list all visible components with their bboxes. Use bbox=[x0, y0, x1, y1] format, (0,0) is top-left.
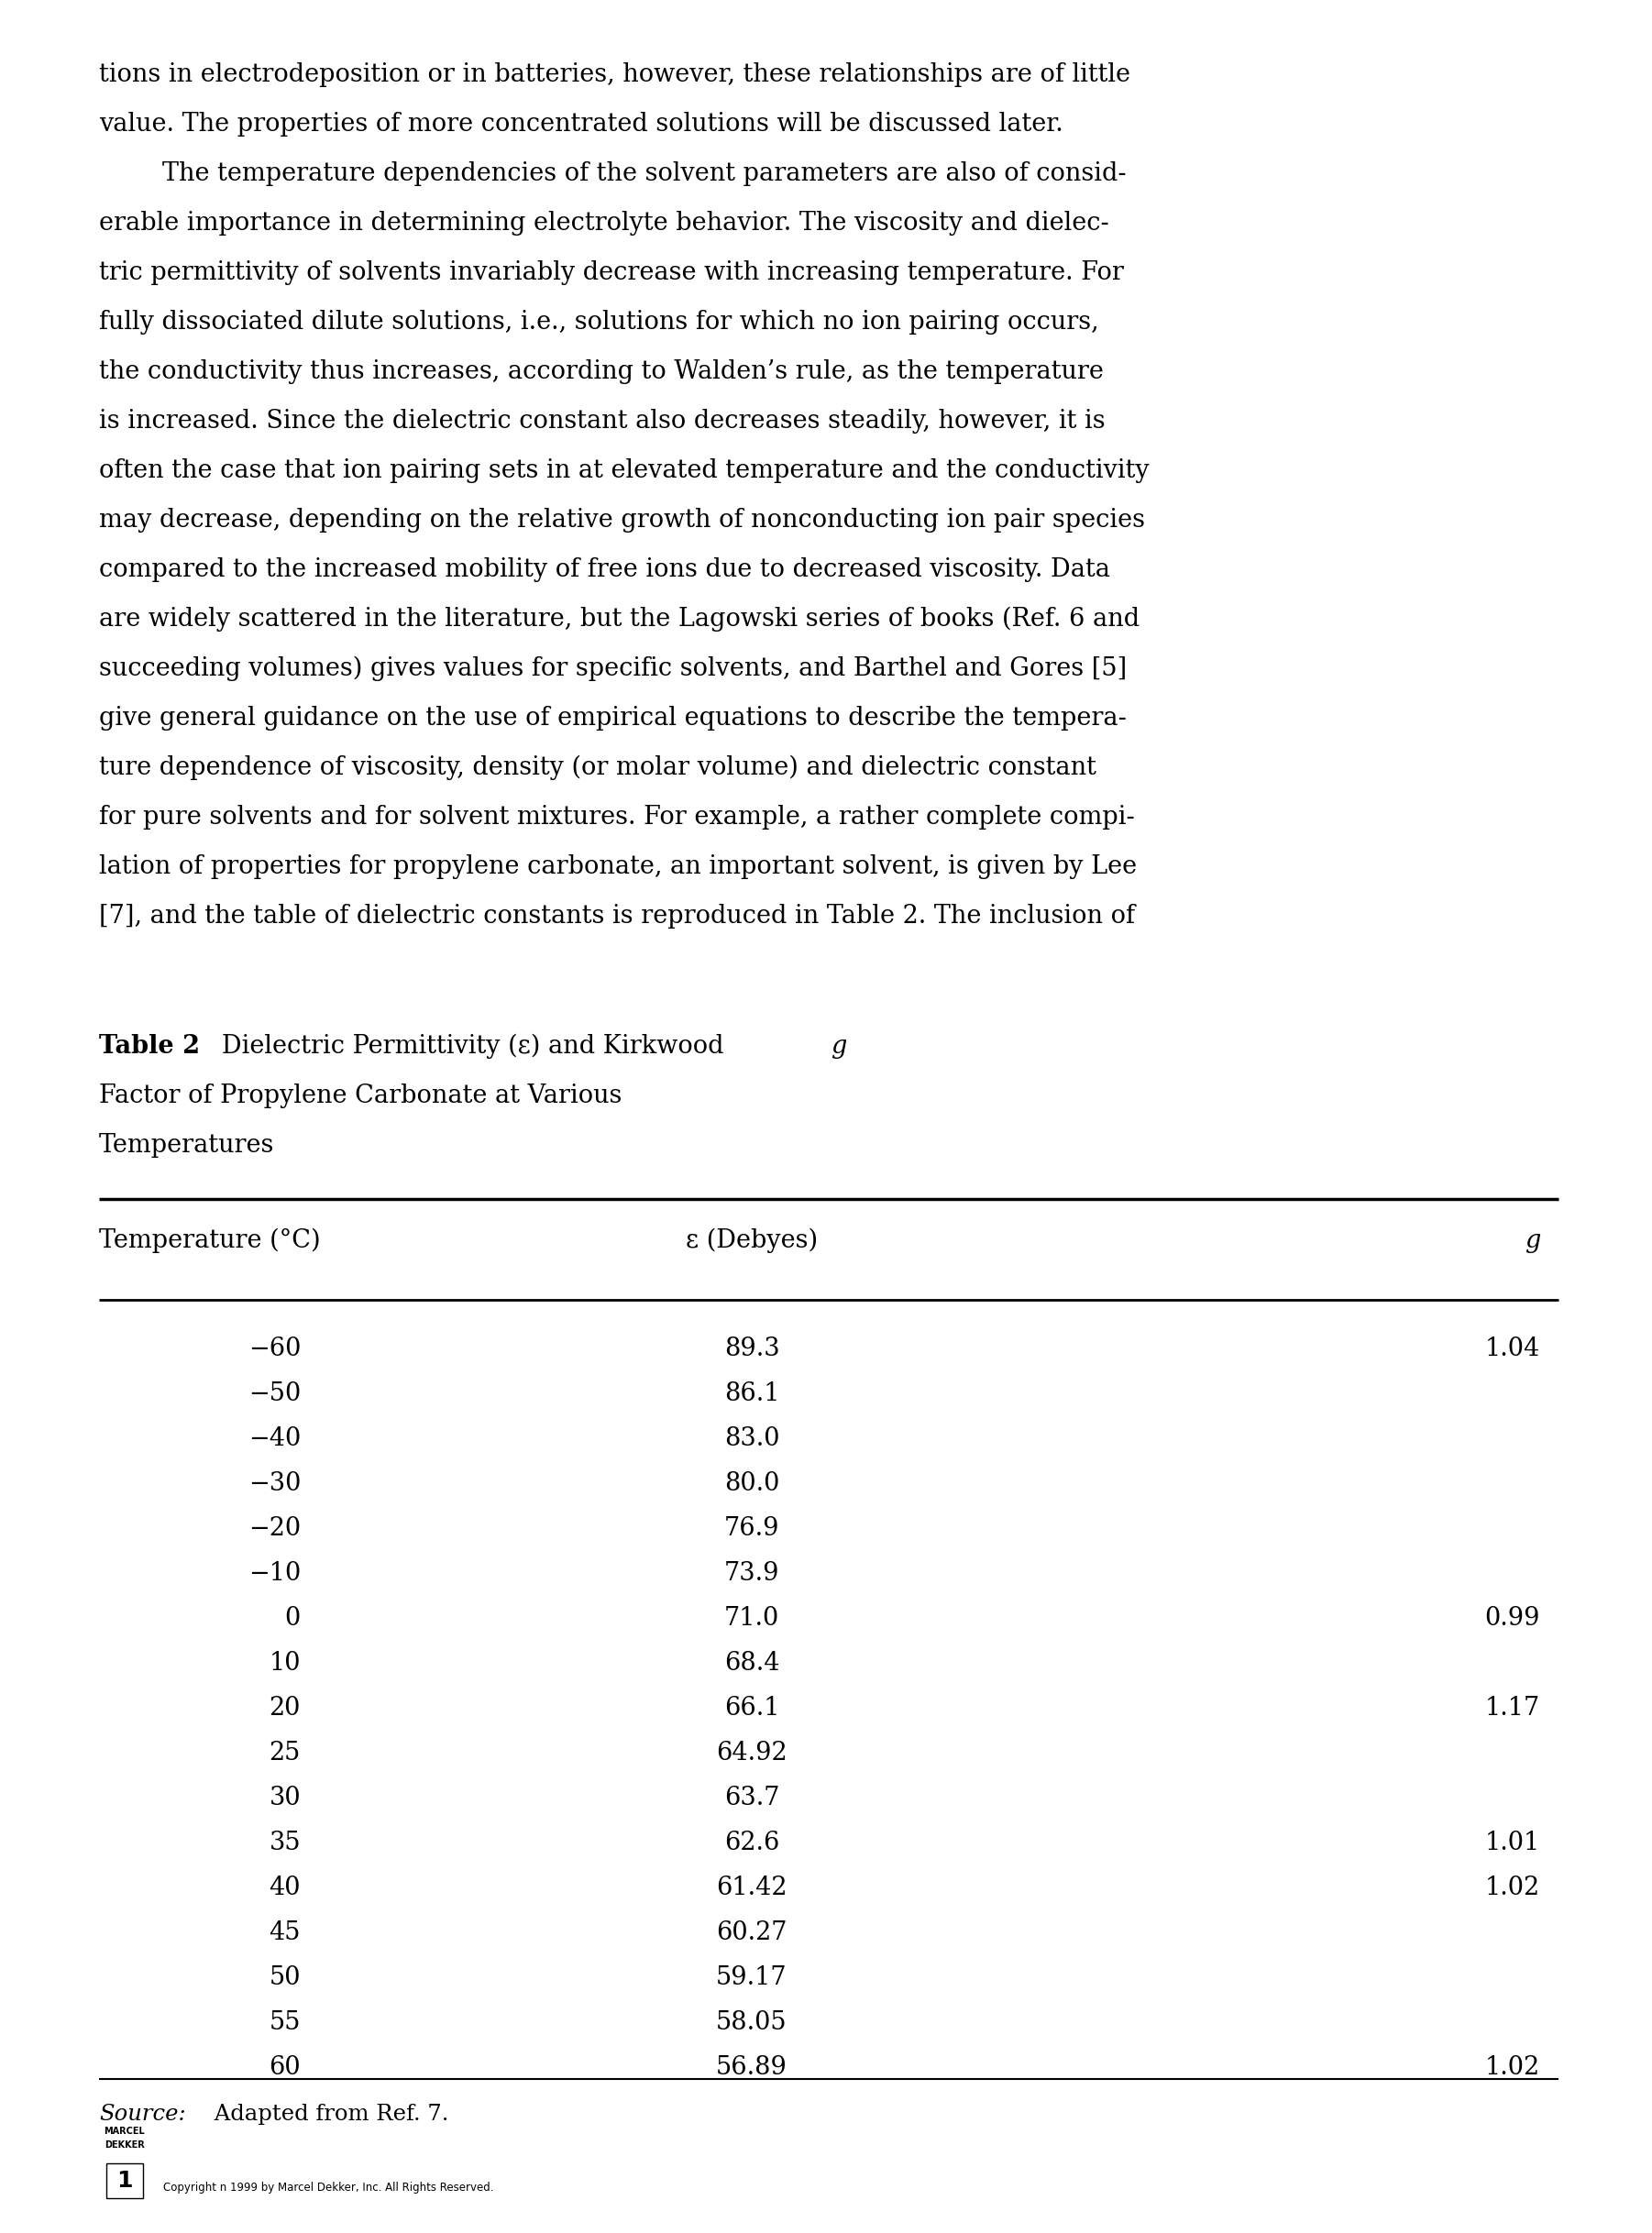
Text: succeeding volumes) gives values for specific solvents, and Barthel and Gores [5: succeeding volumes) gives values for spe… bbox=[99, 657, 1127, 681]
Text: Copyright n 1999 by Marcel Dekker, Inc. All Rights Reserved.: Copyright n 1999 by Marcel Dekker, Inc. … bbox=[164, 2182, 494, 2193]
Text: g: g bbox=[831, 1034, 846, 1058]
Text: 30: 30 bbox=[269, 1786, 301, 1811]
Text: Table 2: Table 2 bbox=[99, 1034, 200, 1058]
Text: give general guidance on the use of empirical equations to describe the tempera-: give general guidance on the use of empi… bbox=[99, 706, 1127, 730]
Text: 68.4: 68.4 bbox=[724, 1650, 780, 1675]
Text: are widely scattered in the literature, but the Lagowski series of books (Ref. 6: are widely scattered in the literature, … bbox=[99, 607, 1140, 632]
Text: 86.1: 86.1 bbox=[724, 1382, 780, 1407]
Text: 1.17: 1.17 bbox=[1485, 1695, 1540, 1722]
Text: 62.6: 62.6 bbox=[724, 1831, 780, 1856]
Text: fully dissociated dilute solutions, i.e., solutions for which no ion pairing occ: fully dissociated dilute solutions, i.e.… bbox=[99, 310, 1099, 335]
Text: 76.9: 76.9 bbox=[724, 1516, 780, 1541]
Text: −60: −60 bbox=[248, 1338, 301, 1362]
Text: Temperatures: Temperatures bbox=[99, 1132, 274, 1157]
Text: −20: −20 bbox=[248, 1516, 301, 1541]
Text: 64.92: 64.92 bbox=[717, 1742, 788, 1766]
Text: is increased. Since the dielectric constant also decreases steadily, however, it: is increased. Since the dielectric const… bbox=[99, 409, 1105, 433]
Text: ture dependence of viscosity, density (or molar volume) and dielectric constant: ture dependence of viscosity, density (o… bbox=[99, 755, 1097, 779]
Text: −30: −30 bbox=[248, 1472, 301, 1496]
Text: 66.1: 66.1 bbox=[724, 1695, 780, 1722]
Text: 80.0: 80.0 bbox=[724, 1472, 780, 1496]
Text: g: g bbox=[1525, 1228, 1540, 1253]
Text: may decrease, depending on the relative growth of nonconducting ion pair species: may decrease, depending on the relative … bbox=[99, 507, 1145, 534]
Text: 1.02: 1.02 bbox=[1485, 2054, 1540, 2079]
Text: [7], and the table of dielectric constants is reproduced in Table 2. The inclusi: [7], and the table of dielectric constan… bbox=[99, 904, 1135, 929]
Bar bbox=[106, 2164, 144, 2197]
Text: 1: 1 bbox=[117, 2170, 132, 2193]
Text: tric permittivity of solvents invariably decrease with increasing temperature. F: tric permittivity of solvents invariably… bbox=[99, 261, 1123, 286]
Text: 59.17: 59.17 bbox=[717, 1965, 788, 1990]
Text: 25: 25 bbox=[269, 1742, 301, 1766]
Text: 55: 55 bbox=[269, 2010, 301, 2034]
Text: tions in electrodeposition or in batteries, however, these relationships are of : tions in electrodeposition or in batteri… bbox=[99, 63, 1130, 87]
Text: 50: 50 bbox=[269, 1965, 301, 1990]
Text: 10: 10 bbox=[269, 1650, 301, 1675]
Text: 1.01: 1.01 bbox=[1485, 1831, 1540, 1856]
Text: −50: −50 bbox=[248, 1382, 301, 1407]
Text: Factor of Propylene Carbonate at Various: Factor of Propylene Carbonate at Various bbox=[99, 1083, 621, 1108]
Text: 58.05: 58.05 bbox=[717, 2010, 788, 2034]
Text: 20: 20 bbox=[269, 1695, 301, 1722]
Text: 89.3: 89.3 bbox=[724, 1338, 780, 1362]
Text: 45: 45 bbox=[269, 1920, 301, 1945]
Text: 60.27: 60.27 bbox=[717, 1920, 788, 1945]
Text: Adapted from Ref. 7.: Adapted from Ref. 7. bbox=[206, 2103, 449, 2126]
Text: lation of properties for propylene carbonate, an important solvent, is given by : lation of properties for propylene carbo… bbox=[99, 855, 1137, 880]
Text: 60: 60 bbox=[269, 2054, 301, 2079]
Text: MARCEL: MARCEL bbox=[104, 2126, 145, 2135]
Text: Source:: Source: bbox=[99, 2103, 185, 2126]
Text: 35: 35 bbox=[269, 1831, 301, 1856]
Text: often the case that ion pairing sets in at elevated temperature and the conducti: often the case that ion pairing sets in … bbox=[99, 458, 1150, 482]
Text: 83.0: 83.0 bbox=[724, 1427, 780, 1451]
Text: Temperature (°C): Temperature (°C) bbox=[99, 1228, 320, 1253]
Text: erable importance in determining electrolyte behavior. The viscosity and dielec-: erable importance in determining electro… bbox=[99, 210, 1108, 237]
Text: 0: 0 bbox=[284, 1606, 301, 1630]
Text: The temperature dependencies of the solvent parameters are also of consid-: The temperature dependencies of the solv… bbox=[99, 161, 1127, 185]
Text: 73.9: 73.9 bbox=[724, 1561, 780, 1585]
Text: 0.99: 0.99 bbox=[1485, 1606, 1540, 1630]
Text: for pure solvents and for solvent mixtures. For example, a rather complete compi: for pure solvents and for solvent mixtur… bbox=[99, 804, 1135, 831]
Text: 56.89: 56.89 bbox=[715, 2054, 788, 2079]
Text: 71.0: 71.0 bbox=[724, 1606, 780, 1630]
Text: −10: −10 bbox=[248, 1561, 301, 1585]
Text: −40: −40 bbox=[248, 1427, 301, 1451]
Text: 1.02: 1.02 bbox=[1485, 1876, 1540, 1900]
Text: 1.04: 1.04 bbox=[1485, 1338, 1540, 1362]
Text: compared to the increased mobility of free ions due to decreased viscosity. Data: compared to the increased mobility of fr… bbox=[99, 558, 1110, 583]
Text: value. The properties of more concentrated solutions will be discussed later.: value. The properties of more concentrat… bbox=[99, 112, 1064, 136]
Text: 61.42: 61.42 bbox=[717, 1876, 788, 1900]
Text: Dielectric Permittivity (ε) and Kirkwood: Dielectric Permittivity (ε) and Kirkwood bbox=[198, 1034, 732, 1058]
Text: ε (Debyes): ε (Debyes) bbox=[686, 1228, 818, 1253]
Text: 63.7: 63.7 bbox=[724, 1786, 780, 1811]
Text: the conductivity thus increases, according to Walden’s rule, as the temperature: the conductivity thus increases, accordi… bbox=[99, 360, 1104, 384]
Text: 40: 40 bbox=[269, 1876, 301, 1900]
Text: DEKKER: DEKKER bbox=[104, 2141, 145, 2150]
